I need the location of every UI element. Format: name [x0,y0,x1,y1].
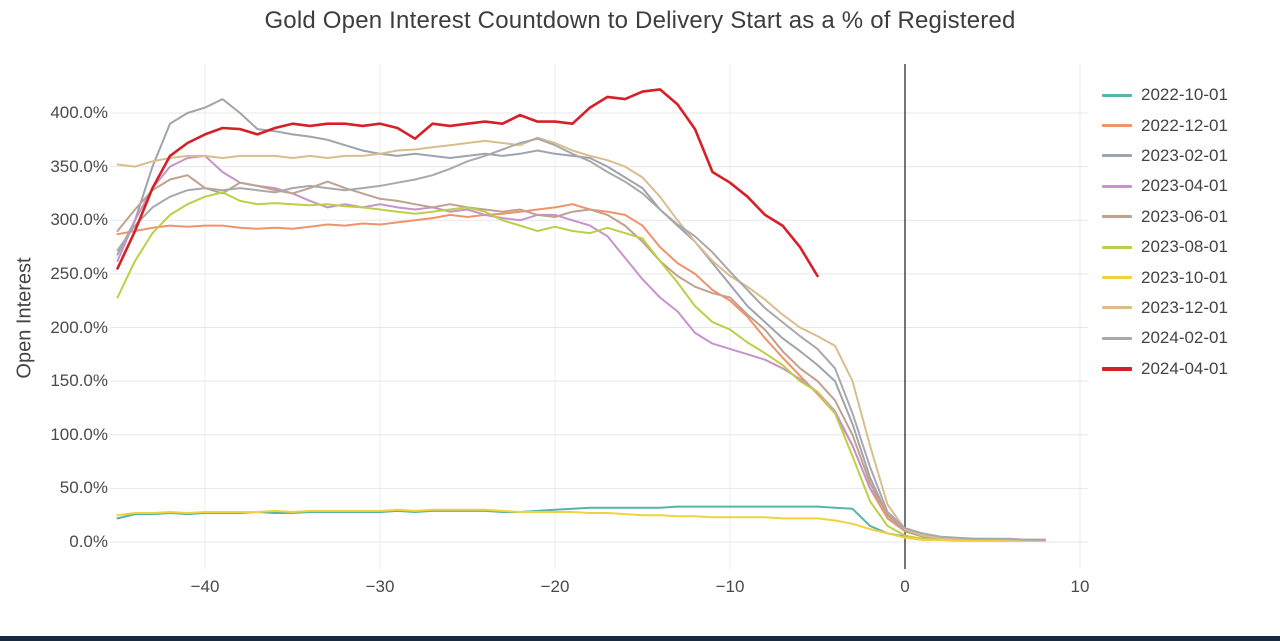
legend-line-swatch [1102,306,1132,310]
legend-item-2023-10-01[interactable]: 2023-10-01 [1102,262,1228,292]
legend-label: 2024-02-01 [1141,328,1228,348]
legend-item-2023-12-01[interactable]: 2023-12-01 [1102,293,1228,323]
legend-line-swatch [1102,215,1132,219]
y-tick-label: 250.0% [50,263,108,283]
series-line-2023-10-01 [116,508,1046,542]
legend-item-2024-04-01[interactable]: 2024-04-01 [1102,354,1228,384]
legend-label: 2023-06-01 [1141,206,1228,226]
legend-label: 2023-04-01 [1141,176,1228,196]
series-line-2023-04-01 [116,154,1046,541]
legend-item-2023-02-01[interactable]: 2023-02-01 [1102,141,1228,171]
series-line-2022-12-01 [116,203,1046,541]
legend-line-swatch [1102,184,1132,188]
footer-bar [0,636,1280,641]
legend-item-2022-12-01[interactable]: 2022-12-01 [1102,110,1228,140]
legend-label: 2024-04-01 [1141,358,1228,378]
legend-line-swatch [1102,245,1132,249]
y-tick-label: 400.0% [50,103,108,122]
y-tick-label: 50.0% [59,478,108,498]
legend-item-2023-08-01[interactable]: 2023-08-01 [1102,232,1228,262]
legend-line-swatch [1102,276,1132,280]
series-line-2023-12-01 [116,136,1046,541]
series-line-2023-08-01 [116,191,1046,542]
legend-item-2024-02-01[interactable]: 2024-02-01 [1102,323,1228,353]
series-line-2023-06-01 [116,174,1046,541]
legend-line-swatch [1102,154,1132,158]
x-tick-label: −10 [715,577,745,596]
legend: 2022-10-01 2022-12-01 2023-02-01 2023-04-01… [1102,80,1228,384]
legend-line-swatch [1102,336,1132,340]
legend-label: 2023-12-01 [1141,297,1228,317]
y-tick-label: 300.0% [50,210,108,230]
legend-line-swatch [1102,124,1132,128]
legend-label: 2023-08-01 [1141,237,1228,257]
x-tick-label: −30 [365,577,395,596]
legend-item-2023-06-01[interactable]: 2023-06-01 [1102,202,1228,232]
legend-label: 2023-02-01 [1141,145,1228,165]
legend-line-swatch [1102,366,1132,371]
y-tick-label: 100.0% [50,424,108,444]
x-tick-label: 0 [900,577,910,596]
y-tick-label: 350.0% [50,156,108,176]
series-line-2023-02-01 [116,98,1046,541]
y-tick-label: 0.0% [69,532,108,551]
x-tick-label: −20 [540,577,570,596]
legend-line-swatch [1102,93,1132,97]
series-line-2024-02-01 [116,137,1046,541]
x-tick-label: 10 [1070,577,1090,596]
legend-item-2022-10-01[interactable]: 2022-10-01 [1102,80,1228,110]
y-tick-labels: 0.0% 50.0% 100.0% 150.0% 200.0% 250.0% 300.0% 3… [0,0,108,641]
legend-item-2023-04-01[interactable]: 2023-04-01 [1102,171,1228,201]
x-tick-label: −40 [190,577,220,596]
legend-label: 2023-10-01 [1141,267,1228,287]
series-line-2024-04-01 [116,88,819,278]
chart-title: Gold Open Interest Countdown to Delivery… [264,7,1016,34]
legend-label: 2022-12-01 [1141,115,1228,135]
y-tick-label: 150.0% [50,371,108,391]
legend-label: 2022-10-01 [1141,85,1228,105]
y-tick-label: 200.0% [50,317,108,337]
